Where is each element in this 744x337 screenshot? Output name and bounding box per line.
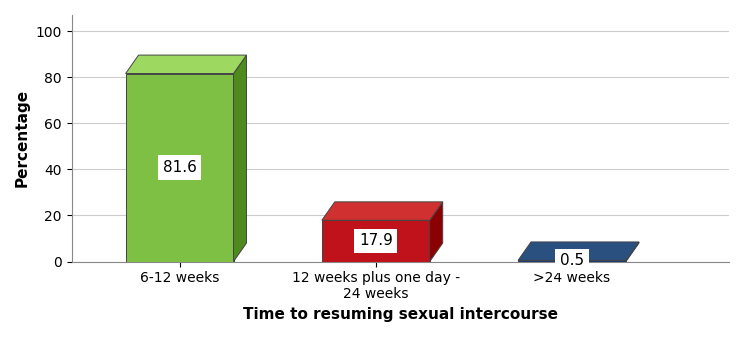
Polygon shape — [126, 55, 246, 73]
Polygon shape — [322, 202, 443, 220]
Polygon shape — [126, 73, 234, 262]
Polygon shape — [322, 220, 430, 262]
Text: 0.5: 0.5 — [560, 253, 584, 269]
Polygon shape — [518, 242, 639, 261]
Text: 17.9: 17.9 — [359, 234, 393, 248]
Polygon shape — [518, 261, 626, 262]
Y-axis label: Percentage: Percentage — [15, 89, 30, 187]
X-axis label: Time to resuming sexual intercourse: Time to resuming sexual intercourse — [243, 307, 558, 322]
Polygon shape — [234, 55, 246, 262]
Text: 81.6: 81.6 — [163, 160, 196, 175]
Polygon shape — [626, 242, 639, 262]
Polygon shape — [430, 202, 443, 262]
